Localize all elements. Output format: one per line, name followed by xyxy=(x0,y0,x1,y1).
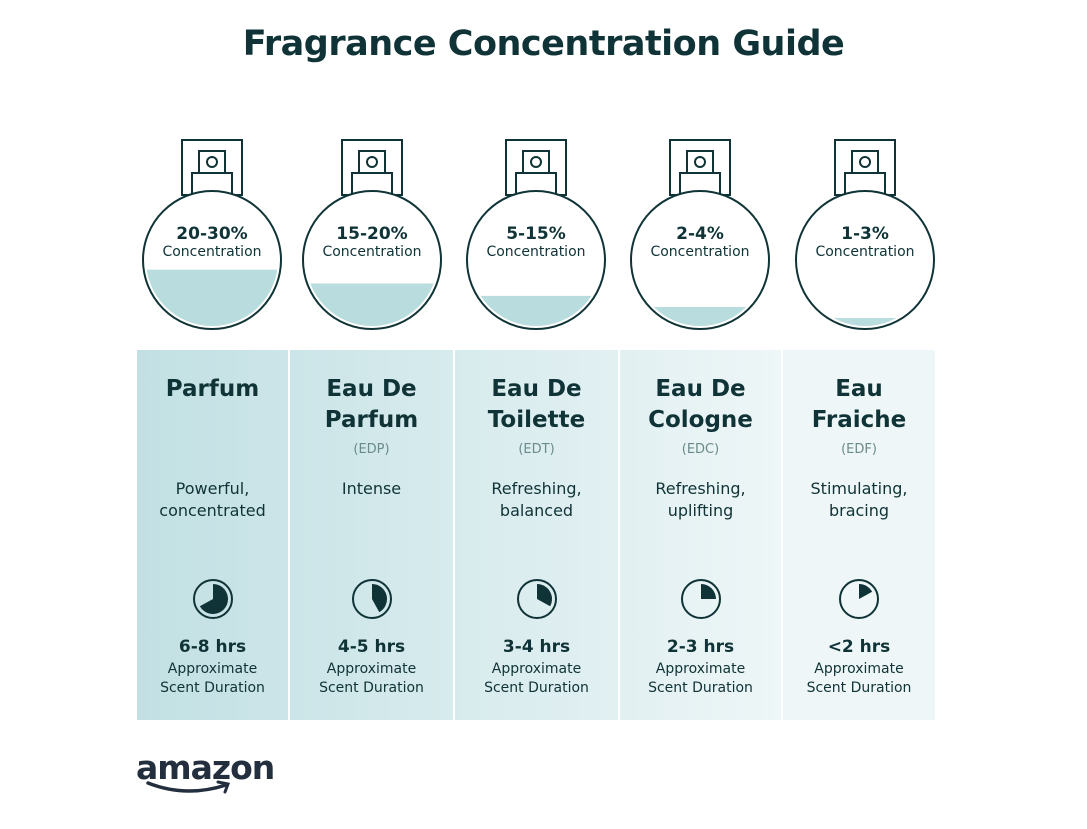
clock-icon xyxy=(192,579,233,619)
fragrance-type-column: Eau De Cologne (EDC) Refreshing, uplifting… xyxy=(620,350,781,720)
perfume-bottle: 1-3% Concentration xyxy=(790,138,940,338)
bottle-icon xyxy=(795,139,935,330)
scent-duration: 2-3 hrs xyxy=(666,637,735,657)
duration-label: Approximate Scent Duration xyxy=(160,661,265,696)
duration-wedge xyxy=(371,584,387,613)
clock-icon xyxy=(839,579,879,619)
fragrance-description: Refreshing, uplifting xyxy=(655,479,746,520)
bottle-icon xyxy=(630,139,770,330)
clock-icon xyxy=(516,579,557,619)
fragrance-abbreviation: (EDT) xyxy=(518,442,555,457)
concentration-value: 2-4% xyxy=(676,224,724,244)
perfume-bottle: 20-30% Concentration xyxy=(137,138,287,338)
scent-duration: <2 hrs xyxy=(827,637,891,657)
duration-label: Approximate Scent Duration xyxy=(806,661,912,696)
scent-duration: 4-5 hrs xyxy=(337,637,406,657)
concentration-value: 5-15% xyxy=(506,224,566,244)
concentration-label: Concentration xyxy=(322,244,422,260)
fragrance-name: Eau Fraiche xyxy=(811,376,907,433)
scent-duration: 3-4 hrs xyxy=(502,637,571,657)
fragrance-description: Intense xyxy=(341,479,402,498)
fragrance-type-column: Eau Fraiche (EDF) Stimulating, bracing <2 … xyxy=(783,350,935,720)
bottle-icon xyxy=(466,139,606,330)
concentration-value: 1-3% xyxy=(841,224,889,244)
bottle-icon xyxy=(302,139,442,330)
page-title: Fragrance Concentration Guide xyxy=(242,24,845,64)
amazon-smile-icon xyxy=(146,780,231,794)
fragrance-abbreviation: (EDP) xyxy=(353,442,390,457)
amazon-logo: amazon xyxy=(136,748,275,794)
clock-icon xyxy=(680,579,721,619)
perfume-bottle: 5-15% Concentration xyxy=(461,138,611,338)
perfume-bottle: 2-4% Concentration xyxy=(625,138,775,338)
fragrance-description: Powerful, concentrated xyxy=(159,479,266,520)
concentration-label: Concentration xyxy=(486,244,586,260)
perfume-bottle: 15-20% Concentration xyxy=(297,138,447,338)
bottle-icon xyxy=(142,139,282,330)
fragrance-name: Parfum xyxy=(165,376,260,402)
concentration-value: 20-30% xyxy=(176,224,248,244)
fragrance-name: Eau De Cologne xyxy=(648,376,753,433)
fragrance-description: Stimulating, bracing xyxy=(810,479,908,520)
concentration-value: 15-20% xyxy=(336,224,408,244)
fragrance-type-column: Parfum Powerful, concentrated 6-8 hrs App… xyxy=(137,350,288,720)
fragrance-description: Refreshing, balanced xyxy=(491,479,582,520)
duration-wedge xyxy=(536,584,552,607)
duration-label: Approximate Scent Duration xyxy=(648,661,753,696)
concentration-label: Concentration xyxy=(815,244,915,260)
duration-label: Approximate Scent Duration xyxy=(319,661,424,696)
liquid-level xyxy=(634,306,766,326)
fragrance-type-column: Eau De Parfum (EDP) Intense 4-5 hrs Appro… xyxy=(290,350,453,720)
concentration-label: Concentration xyxy=(162,244,262,260)
fragrance-abbreviation: (EDC) xyxy=(681,442,720,457)
fragrance-name: Eau De Toilette xyxy=(487,376,586,433)
duration-wedge xyxy=(859,584,873,599)
clock-icon xyxy=(351,579,392,619)
duration-label: Approximate Scent Duration xyxy=(484,661,589,696)
concentration-label: Concentration xyxy=(650,244,750,260)
duration-wedge xyxy=(700,584,716,599)
scent-duration: 6-8 hrs xyxy=(178,637,247,657)
fragrance-type-column: Eau De Toilette (EDT) Refreshing, balanced… xyxy=(455,350,618,720)
duration-wedge xyxy=(199,584,228,614)
fragrance-abbreviation: (EDF) xyxy=(841,442,877,457)
fragrance-name: Eau De Parfum xyxy=(324,376,419,433)
liquid-level xyxy=(799,317,931,326)
